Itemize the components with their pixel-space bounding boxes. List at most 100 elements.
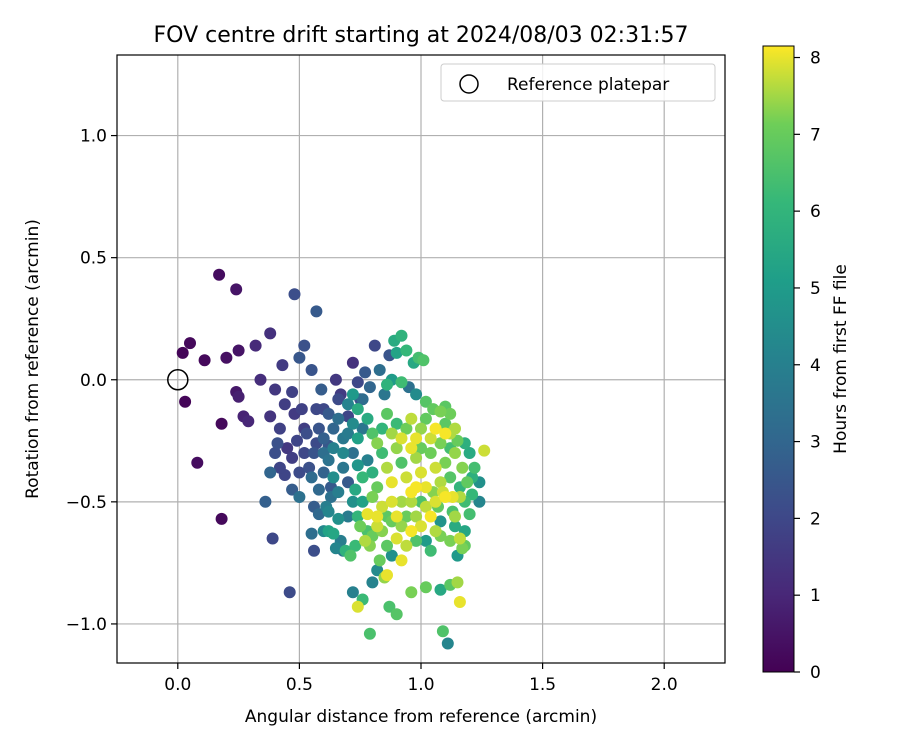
y-tick-label: 0.5 (80, 249, 107, 269)
data-point (322, 505, 335, 518)
data-point (281, 442, 294, 455)
data-point (300, 427, 313, 440)
data-point (468, 461, 481, 474)
chart-title: FOV centre drift starting at 2024/08/03 … (154, 23, 689, 48)
data-point (395, 495, 408, 508)
y-tick-label: −0.5 (66, 493, 107, 513)
data-point (419, 395, 432, 408)
data-point (439, 427, 452, 440)
data-point (429, 495, 442, 508)
data-point (312, 508, 325, 521)
data-point (271, 437, 284, 450)
data-point (449, 510, 461, 523)
data-point (342, 476, 354, 489)
data-point (424, 544, 437, 557)
data-point (215, 417, 228, 430)
colorbar-tick-label: 0 (810, 663, 821, 683)
data-point (390, 608, 403, 621)
data-point (444, 534, 457, 547)
data-point (371, 564, 384, 577)
data-point (390, 417, 403, 430)
data-point (449, 447, 461, 459)
data-point (441, 637, 454, 650)
colorbar-label: Hours from first FF file (831, 264, 851, 454)
data-point (371, 481, 384, 494)
colorbar-tick-label: 3 (810, 433, 821, 453)
data-point (366, 427, 379, 440)
data-point (366, 466, 379, 479)
data-point (390, 346, 403, 359)
data-point (410, 481, 423, 494)
x-tick-label: 0.0 (164, 675, 191, 695)
data-point (329, 542, 342, 555)
y-tick-label: 0.0 (80, 371, 107, 391)
data-point (308, 447, 320, 459)
data-point (305, 364, 318, 376)
data-point (346, 447, 359, 459)
data-point (232, 390, 245, 403)
data-point (415, 466, 427, 479)
data-point (451, 576, 464, 589)
data-point (305, 527, 318, 540)
data-point (363, 381, 376, 394)
data-point (376, 422, 389, 435)
data-point (332, 512, 345, 525)
data-point (283, 586, 296, 599)
data-point (332, 486, 345, 499)
reference-marker (167, 369, 189, 391)
data-point (342, 398, 354, 411)
data-point (322, 407, 335, 420)
data-point (310, 305, 323, 318)
data-point (337, 461, 350, 474)
data-point (415, 442, 427, 455)
data-point (291, 434, 303, 447)
data-point (436, 625, 449, 638)
data-point (366, 576, 379, 589)
data-point (395, 520, 408, 533)
data-point (400, 422, 413, 435)
data-point (371, 510, 384, 523)
data-point (332, 393, 345, 406)
data-point (254, 373, 267, 386)
data-point (434, 476, 447, 489)
data-point (429, 525, 442, 538)
data-point (286, 483, 299, 496)
data-point (410, 388, 423, 401)
data-point (344, 549, 357, 562)
data-point (266, 532, 279, 545)
data-point (400, 539, 413, 552)
colorbar-tick-label: 1 (810, 586, 821, 606)
data-point (232, 344, 245, 357)
data-point (176, 346, 189, 359)
data-point (305, 471, 318, 484)
data-point (444, 407, 457, 420)
data-point (276, 359, 289, 372)
x-tick-label: 0.5 (286, 675, 313, 695)
data-point (359, 534, 372, 547)
data-point (451, 434, 464, 447)
data-point (356, 495, 369, 508)
data-point (424, 447, 437, 459)
data-point (385, 427, 398, 440)
data-point (278, 398, 291, 411)
data-point (327, 471, 340, 484)
colorbar-tick-label: 6 (810, 202, 821, 222)
legend-box (440, 63, 716, 102)
data-point (439, 456, 452, 469)
data-point (390, 442, 403, 455)
data-point (395, 456, 408, 469)
data-point (351, 459, 364, 472)
x-tick-label: 1.5 (529, 675, 556, 695)
data-point (361, 412, 374, 425)
data-point (295, 403, 308, 416)
data-point (434, 437, 447, 450)
data-point (424, 432, 437, 445)
data-point (269, 447, 282, 459)
data-point (400, 471, 413, 484)
data-point (329, 373, 342, 386)
data-point (453, 596, 466, 608)
data-point (317, 466, 330, 479)
data-point (264, 327, 277, 340)
data-point (478, 444, 491, 457)
data-point (463, 447, 476, 459)
